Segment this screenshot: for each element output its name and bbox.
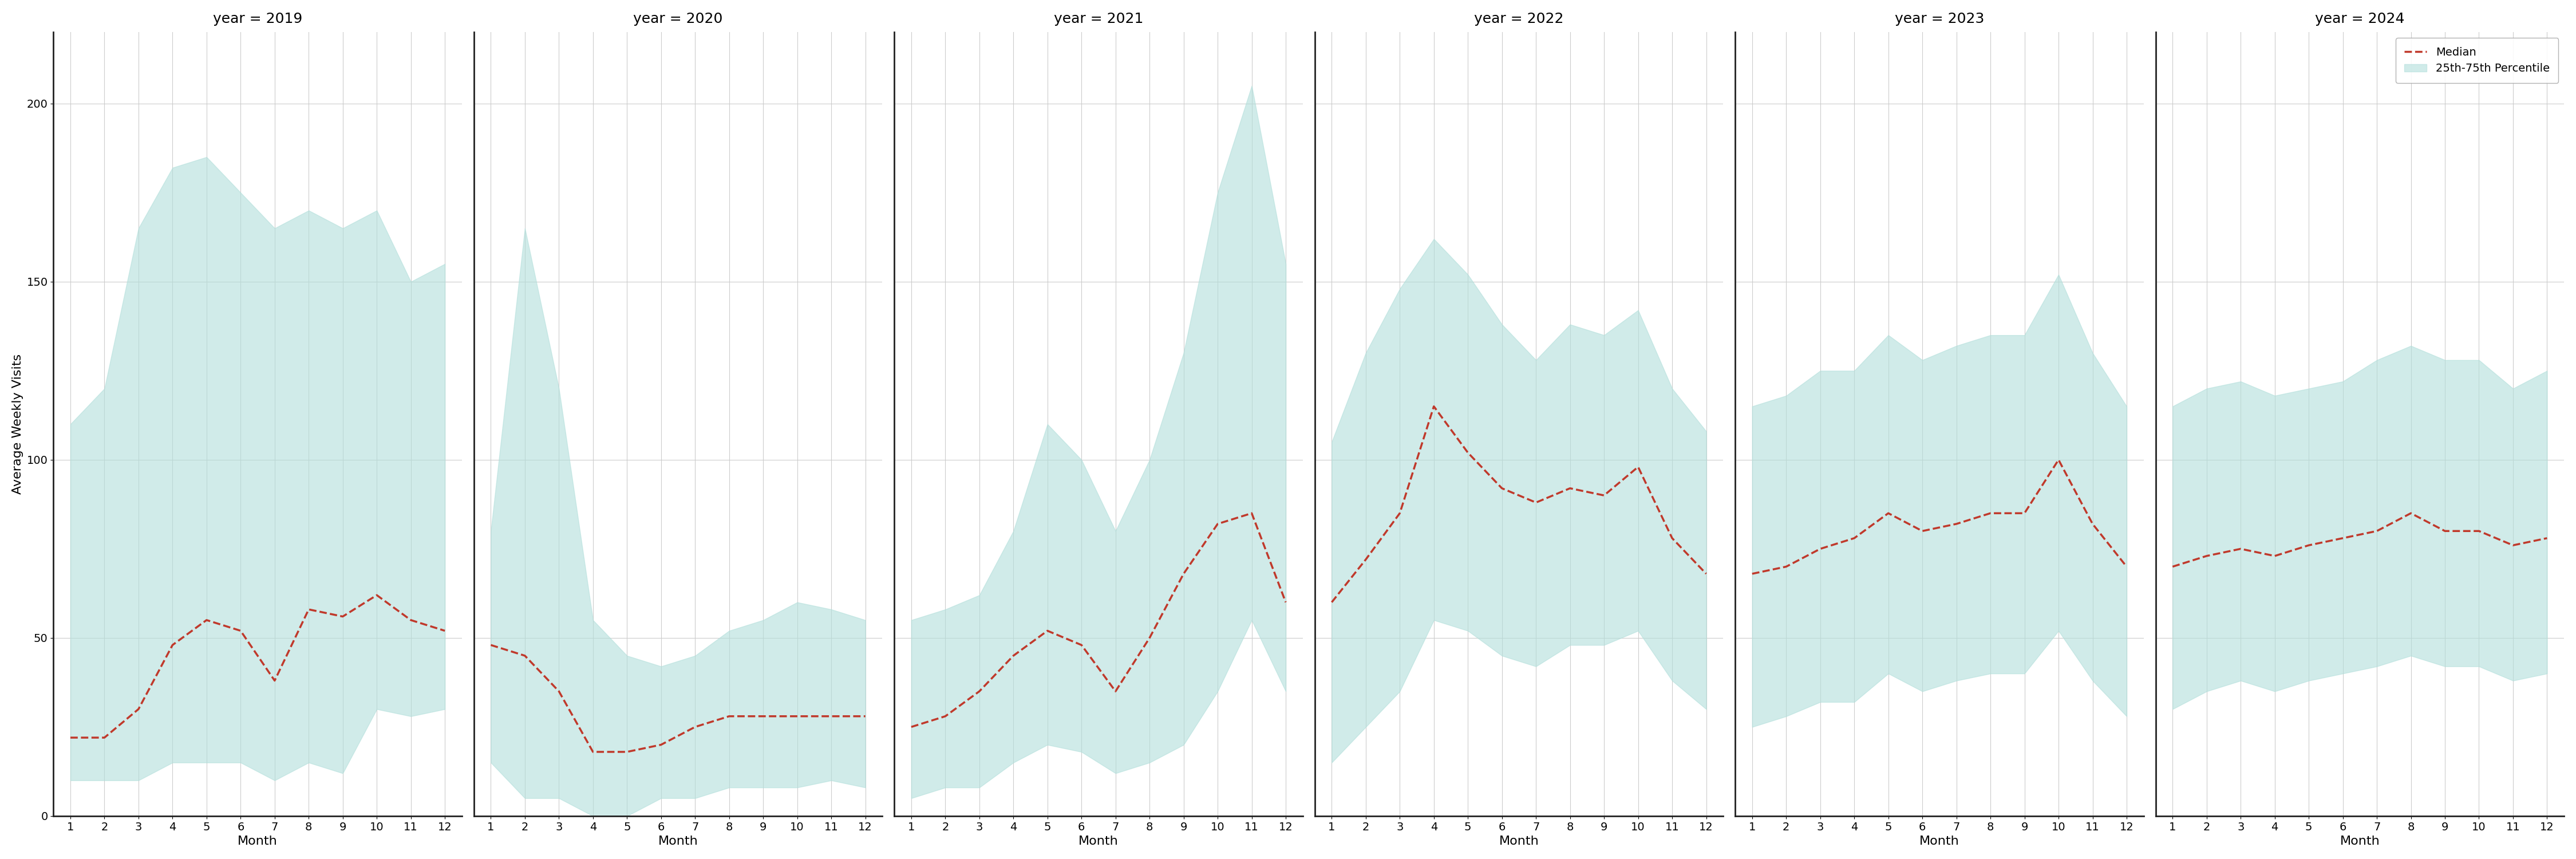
Median [680,722,711,732]
Title: year = 2021: year = 2021 [1054,12,1144,26]
Line: Median: Median [492,645,866,752]
Median [430,625,461,636]
Title: year = 2020: year = 2020 [634,12,724,26]
Median [2009,508,2040,518]
Median [1873,508,1904,518]
Median [1486,483,1517,493]
Median [1690,569,1721,579]
Median [327,612,358,622]
Line: Median: Median [1332,406,1705,602]
Median [1589,490,1620,501]
Median [1066,640,1097,650]
Median [1453,448,1484,458]
X-axis label: Month: Month [2339,836,2380,847]
Median [1906,526,1937,536]
Median [2112,562,2143,572]
Median [2043,454,2074,465]
Median [2076,519,2107,529]
Median [1520,497,1551,508]
X-axis label: Month: Month [1919,836,1960,847]
Line: Median: Median [912,513,1285,727]
Median [2293,540,2324,551]
Median [781,711,811,722]
Median [577,746,608,757]
Median [1100,686,1131,697]
Median [1623,462,1654,472]
Legend: Median, 25th-75th Percentile: Median, 25th-75th Percentile [2396,38,2558,83]
Median [1033,625,1064,636]
Median [544,686,574,697]
Median [54,733,85,743]
Line: Median: Median [2172,513,2548,567]
Median [714,711,744,722]
Median [1316,597,1347,607]
Median [1770,562,1801,572]
Median [1736,569,1767,579]
X-axis label: Month: Month [1499,836,1538,847]
Title: year = 2023: year = 2023 [1893,12,1984,26]
Median [1839,533,1870,543]
Median [1383,508,1414,518]
Median [2499,540,2530,551]
Median [930,711,961,722]
Median [510,650,541,661]
Median [647,740,677,750]
Median [2362,526,2393,536]
Median [1419,401,1450,411]
Median [1167,569,1198,579]
Median [1940,519,1971,529]
Median [1806,544,1837,554]
Median [361,590,392,600]
Median [124,704,155,715]
Median [477,640,507,650]
Median [2532,533,2563,543]
Median [1133,633,1164,643]
Median [394,615,425,625]
Line: Median: Median [70,595,446,738]
Title: year = 2019: year = 2019 [214,12,301,26]
Median [1976,508,2007,518]
Title: year = 2022: year = 2022 [1473,12,1564,26]
X-axis label: Month: Month [657,836,698,847]
Median [1350,554,1381,564]
Median [157,640,188,650]
X-axis label: Month: Month [237,836,278,847]
Median [2396,508,2427,518]
Median [1656,533,1687,543]
Median [611,746,641,757]
Median [191,615,222,625]
Y-axis label: Average Weekly Visits: Average Weekly Visits [13,354,23,495]
Median [963,686,994,697]
Median [2226,544,2257,554]
Median [1553,483,1584,493]
Median [224,625,255,636]
Line: Median: Median [1752,460,2128,574]
Median [1236,508,1267,518]
Title: year = 2024: year = 2024 [2316,12,2403,26]
X-axis label: Month: Month [1079,836,1118,847]
Median [1270,597,1301,607]
Median [1203,519,1234,529]
Median [2192,551,2223,561]
Median [294,604,325,614]
Median [2429,526,2460,536]
Median [747,711,778,722]
Median [2463,526,2494,536]
Median [90,733,121,743]
Median [2156,562,2187,572]
Median [260,675,291,685]
Median [896,722,927,732]
Median [2259,551,2290,561]
Median [2326,533,2357,543]
Median [997,650,1028,661]
Median [850,711,881,722]
Median [817,711,848,722]
